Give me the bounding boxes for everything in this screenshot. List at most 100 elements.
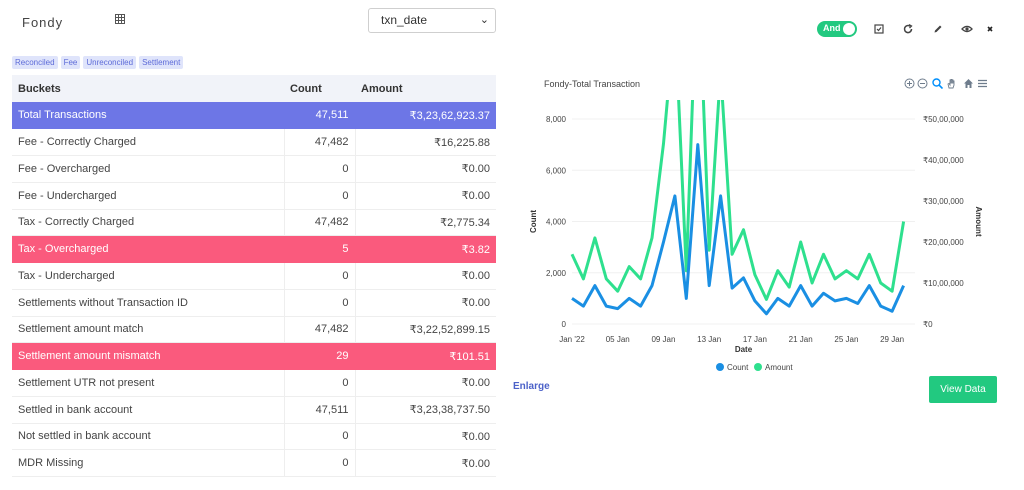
table-row[interactable]: Settlement amount match 47,482 ₹3,22,52,89… bbox=[12, 316, 496, 344]
checkbox-icon[interactable] bbox=[872, 22, 886, 36]
x-tick-label: 09 Jan bbox=[651, 335, 675, 344]
bucket-cell: Tax - Overcharged bbox=[12, 235, 284, 263]
eye-icon[interactable] bbox=[960, 22, 974, 36]
bucket-cell: Not settled in bank account bbox=[12, 423, 284, 451]
y-tick-label: 2,000 bbox=[546, 269, 567, 278]
table-row[interactable]: Fee - Correctly Charged 47,482 ₹16,225.88 bbox=[12, 128, 496, 156]
zoom-out-icon[interactable] bbox=[917, 78, 928, 89]
series-line-amount bbox=[570, 100, 906, 301]
bucket-cell: Settlement UTR not present bbox=[12, 369, 284, 397]
y2-tick-label: ₹0 bbox=[923, 320, 933, 329]
table-row[interactable]: Total Transactions 47,511 ₹3,23,62,923.37 bbox=[12, 102, 496, 130]
zoom-in-icon[interactable] bbox=[904, 78, 915, 89]
x-tick-label: 21 Jan bbox=[789, 335, 813, 344]
table-row[interactable]: Tax - Correctly Charged 47,482 ₹2,775.34 bbox=[12, 209, 496, 237]
amount-cell: ₹3,22,52,899.15 bbox=[354, 316, 496, 344]
y-tick-label: 8,000 bbox=[546, 115, 567, 124]
tag-unreconciled[interactable]: Unreconciled bbox=[83, 56, 137, 69]
column-header-count: Count bbox=[284, 75, 355, 102]
y-axis-title: Count bbox=[529, 210, 538, 233]
amount-cell: ₹0.00 bbox=[354, 289, 496, 317]
tag-settlement[interactable]: Settlement bbox=[139, 56, 184, 69]
table-row[interactable]: Fee - Undercharged 0 ₹0.00 bbox=[12, 182, 496, 210]
series-line-count bbox=[571, 143, 905, 316]
legend-label-count: Count bbox=[727, 363, 749, 372]
date-field-value: txn_date bbox=[381, 13, 428, 27]
tag-fee[interactable]: Fee bbox=[60, 56, 81, 69]
table-row[interactable]: Settlements without Transaction ID 0 ₹0.00 bbox=[12, 289, 496, 317]
table-header-row: Buckets Count Amount bbox=[12, 75, 496, 102]
table-row[interactable]: Settled in bank account 47,511 ₹3,23,38,73… bbox=[12, 396, 496, 424]
amount-cell: ₹2,775.34 bbox=[354, 209, 496, 237]
y2-tick-label: ₹40,00,000 bbox=[923, 156, 964, 165]
filter-tags: Reconciled Fee Unreconciled Settlement bbox=[12, 56, 184, 69]
y-tick-label: 6,000 bbox=[546, 166, 567, 175]
home-icon[interactable] bbox=[963, 78, 974, 89]
count-cell: 5 bbox=[283, 235, 355, 263]
x-tick-label: 13 Jan bbox=[697, 335, 721, 344]
amount-cell: ₹0.00 bbox=[354, 369, 496, 397]
legend-marker-amount bbox=[754, 363, 762, 371]
amount-cell: ₹3,23,38,737.50 bbox=[354, 396, 496, 424]
count-cell: 47,482 bbox=[283, 316, 355, 344]
y2-tick-label: ₹10,00,000 bbox=[923, 279, 964, 288]
grid-icon[interactable] bbox=[115, 14, 125, 24]
chart-title: Fondy-Total Transaction bbox=[544, 79, 641, 89]
amount-cell: ₹0.00 bbox=[354, 182, 496, 210]
zoom-select-icon[interactable] bbox=[932, 78, 943, 89]
transaction-chart[interactable]: 0 2,000 4,000 6,000 8,000 ₹0 ₹10,00,000 ₹20,00,… bbox=[515, 100, 1000, 380]
y2-axis-title: Amount bbox=[974, 206, 983, 237]
bucket-cell: Tax - Undercharged bbox=[12, 262, 284, 290]
amount-cell: ₹0.00 bbox=[354, 155, 496, 183]
bucket-cell: Settlements without Transaction ID bbox=[12, 289, 284, 317]
x-tick-label: 17 Jan bbox=[743, 335, 767, 344]
bucket-cell: Fee - Undercharged bbox=[12, 182, 284, 210]
table-row[interactable]: Fee - Overcharged 0 ₹0.00 bbox=[12, 155, 496, 183]
and-toggle[interactable]: And bbox=[817, 21, 857, 37]
count-cell: 0 bbox=[283, 423, 355, 451]
close-icon[interactable] bbox=[983, 22, 997, 36]
pan-icon[interactable] bbox=[946, 78, 957, 89]
refresh-icon[interactable] bbox=[901, 22, 915, 36]
table-row[interactable]: Not settled in bank account 0 ₹0.00 bbox=[12, 423, 496, 451]
edit-icon[interactable] bbox=[931, 22, 945, 36]
x-tick-label: 29 Jan bbox=[880, 335, 904, 344]
x-axis-title: Date bbox=[735, 345, 753, 354]
table-row[interactable]: MDR Missing 0 ₹0.00 bbox=[12, 449, 496, 477]
column-header-amount: Amount bbox=[355, 75, 496, 102]
table-row[interactable]: Settlement UTR not present 0 ₹0.00 bbox=[12, 369, 496, 397]
count-cell: 0 bbox=[283, 289, 355, 317]
menu-icon[interactable] bbox=[977, 78, 988, 89]
x-tick-label: 05 Jan bbox=[606, 335, 630, 344]
amount-cell: ₹0.00 bbox=[354, 262, 496, 290]
x-tick-label: 25 Jan bbox=[834, 335, 858, 344]
count-cell: 0 bbox=[283, 369, 355, 397]
count-cell: 0 bbox=[283, 449, 355, 477]
bucket-cell: Total Transactions bbox=[12, 102, 284, 130]
enlarge-link[interactable]: Enlarge bbox=[513, 381, 550, 392]
view-data-button[interactable]: View Data bbox=[929, 376, 997, 403]
bucket-cell: Settled in bank account bbox=[12, 396, 284, 424]
amount-cell: ₹0.00 bbox=[354, 449, 496, 477]
toggle-knob bbox=[843, 23, 855, 35]
legend-label-amount: Amount bbox=[765, 363, 793, 372]
amount-cell: ₹0.00 bbox=[354, 423, 496, 451]
table-row[interactable]: Tax - Undercharged 0 ₹0.00 bbox=[12, 262, 496, 290]
count-cell: 29 bbox=[283, 342, 355, 370]
amount-cell: ₹3.82 bbox=[354, 235, 496, 263]
count-cell: 0 bbox=[283, 155, 355, 183]
date-field-select[interactable]: txn_date ⌄ bbox=[368, 8, 496, 33]
y2-tick-label: ₹50,00,000 bbox=[923, 115, 964, 124]
app-title: Fondy bbox=[22, 15, 64, 30]
tag-reconciled[interactable]: Reconciled bbox=[12, 56, 58, 69]
bucket-cell: MDR Missing bbox=[12, 449, 284, 477]
y-tick-label: 0 bbox=[562, 320, 567, 329]
count-cell: 47,511 bbox=[283, 102, 355, 130]
toggle-label: And bbox=[823, 23, 841, 33]
count-cell: 47,482 bbox=[283, 128, 355, 156]
amount-cell: ₹101.51 bbox=[354, 342, 496, 370]
y2-tick-label: ₹20,00,000 bbox=[923, 238, 964, 247]
table-row[interactable]: Settlement amount mismatch 29 ₹101.51 bbox=[12, 342, 496, 370]
table-row[interactable]: Tax - Overcharged 5 ₹3.82 bbox=[12, 235, 496, 263]
y2-tick-label: ₹30,00,000 bbox=[923, 197, 964, 206]
